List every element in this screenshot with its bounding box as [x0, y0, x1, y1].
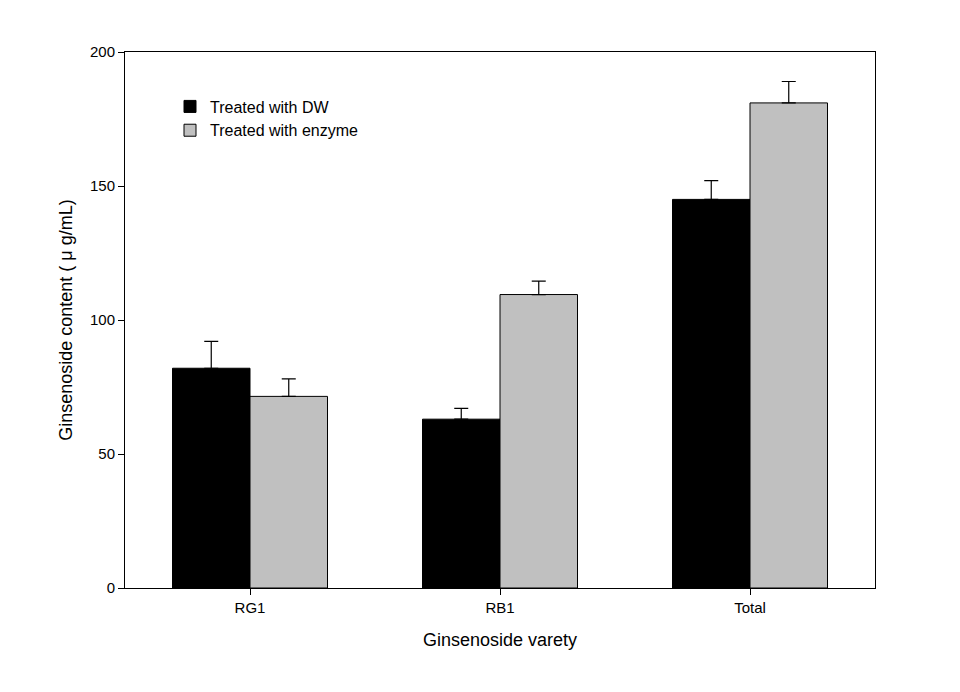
svg-text:RG1: RG1	[235, 599, 266, 616]
svg-text:150: 150	[90, 177, 115, 194]
svg-text:50: 50	[98, 445, 115, 462]
svg-text:0: 0	[107, 579, 115, 596]
svg-text:200: 200	[90, 43, 115, 60]
svg-text:Treated with enzyme: Treated with enzyme	[210, 122, 358, 139]
svg-text:Treated with DW: Treated with DW	[210, 99, 329, 116]
svg-text:Ginsenoside content ( μ g/mL): Ginsenoside content ( μ g/mL)	[56, 199, 76, 440]
svg-text:100: 100	[90, 311, 115, 328]
svg-text:Total: Total	[734, 599, 766, 616]
svg-text:RB1: RB1	[485, 599, 514, 616]
svg-text:Ginsenoside varety: Ginsenoside varety	[423, 630, 577, 650]
